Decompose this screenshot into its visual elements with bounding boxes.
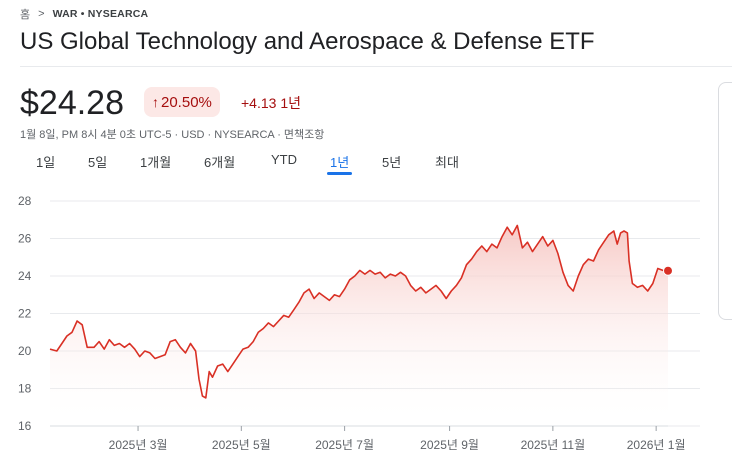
breadcrumb: 홈 > WAR • NYSEARCA: [20, 6, 148, 22]
side-panel-card: [718, 82, 732, 320]
y-tick-label: 18: [18, 382, 32, 396]
y-tick-label: 28: [18, 194, 32, 208]
x-tick-label: 2025년 9월: [420, 438, 479, 452]
tab-1m[interactable]: 1개월: [140, 155, 172, 170]
x-tick-label: 2026년 1월: [627, 438, 686, 452]
percent-change-value: 20.50%: [161, 93, 212, 111]
tab-1d[interactable]: 1일: [36, 155, 56, 170]
current-price: $24.28: [20, 84, 124, 122]
tab-1y[interactable]: 1년: [326, 152, 353, 175]
quote-meta: 1월 8일, PM 8시 4분 0초 UTC-5 · USD · NYSEARC…: [20, 129, 325, 141]
chevron-right-icon: >: [38, 8, 45, 20]
absolute-change: +4.13 1년: [241, 95, 301, 111]
tab-max[interactable]: 최대: [435, 155, 459, 170]
price-line: [49, 224, 669, 399]
page-title: US Global Technology and Aerospace & Def…: [20, 28, 595, 55]
breadcrumb-home-link[interactable]: 홈: [20, 9, 31, 21]
y-tick-label: 22: [18, 307, 32, 321]
x-tick-label: 2025년 3월: [109, 438, 168, 452]
x-tick-label: 2025년 5월: [212, 438, 271, 452]
header-divider: [20, 66, 732, 67]
x-tick-label: 2025년 11월: [521, 438, 586, 452]
tab-5d[interactable]: 5일: [88, 155, 108, 170]
breadcrumb-ticker: WAR • NYSEARCA: [52, 8, 149, 20]
arrow-up-icon: ↑: [152, 94, 159, 110]
tab-6m[interactable]: 6개월: [204, 155, 236, 170]
y-tick-label: 24: [18, 269, 32, 283]
tab-5y[interactable]: 5년: [382, 155, 402, 170]
y-tick-label: 26: [18, 232, 32, 246]
tab-ytd[interactable]: YTD: [271, 152, 297, 167]
current-price-dot[interactable]: [663, 265, 673, 276]
price-area-fill: [50, 225, 668, 426]
x-tick-label: 2025년 7월: [315, 438, 374, 452]
percent-change-badge: ↑ 20.50%: [144, 87, 220, 117]
y-tick-label: 16: [18, 419, 32, 433]
price-chart[interactable]: 16 18 20 22 24 26 28 2025년 3월 2025년 5월 2025년 7월 2…: [0, 190, 732, 462]
y-tick-label: 20: [18, 344, 32, 358]
